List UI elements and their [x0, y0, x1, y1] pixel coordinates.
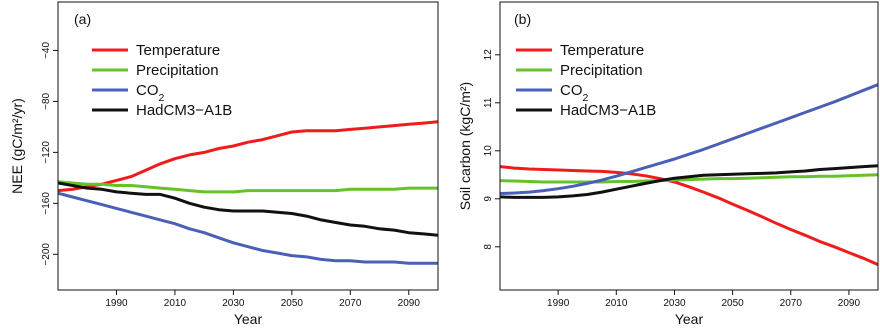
panel-label: (b): [514, 11, 531, 27]
x-tick-label: 2070: [339, 298, 362, 309]
y-tick-label: 10: [483, 145, 494, 157]
series-line-3: [58, 181, 438, 237]
legend-label: Precipitation: [136, 62, 219, 79]
legend-label: Temperature: [136, 42, 220, 59]
legend-label: HadCM3−A1B: [560, 102, 656, 119]
series-line-0: [500, 165, 878, 267]
series-group: [58, 120, 438, 265]
y-tick-label: −120: [41, 141, 52, 164]
series-line-1: [500, 173, 878, 184]
x-tick-label: 2050: [721, 298, 744, 309]
legend-label: CO2: [560, 82, 589, 104]
y-tick-label: 12: [483, 49, 494, 61]
x-tick-label: 1990: [105, 298, 128, 309]
x-tick-label: 2090: [398, 298, 421, 309]
x-tick-label: 2030: [663, 298, 686, 309]
x-tick-label: 2050: [281, 298, 304, 309]
chart-panel-a: 1990 2010 2030 2050 2070 2090 −200 −160 −120 −80 −…: [9, 1, 439, 327]
y-tick-label: 11: [483, 97, 494, 108]
plot-frame: [499, 1, 879, 291]
x-tick-label: 2010: [605, 298, 628, 309]
panel-label: (a): [74, 11, 91, 27]
y-tick-label: −80: [41, 92, 52, 109]
x-tick-label: 2030: [222, 298, 245, 309]
y-tick-label: 9: [483, 196, 494, 202]
y-tick-label: −40: [41, 42, 52, 59]
x-axis-title: Year: [675, 311, 704, 327]
x-tick-label: 2090: [838, 298, 861, 309]
x-tick-label: 1990: [547, 298, 570, 309]
legend-label: Temperature: [560, 42, 644, 59]
series-group: [500, 83, 878, 267]
y-tick-label: −200: [41, 243, 52, 266]
y-axis-title: Soil carbon (kgC/m²): [457, 82, 473, 210]
legend-label: CO2: [136, 82, 165, 104]
series-line-0: [58, 120, 438, 193]
legend-label: HadCM3−A1B: [136, 102, 232, 119]
y-axis-title: NEE (gC/m²/yr): [9, 98, 25, 194]
legend-label: Precipitation: [560, 62, 643, 79]
plot-frame: [57, 1, 439, 291]
series-line-3: [500, 164, 878, 199]
y-tick-label: −160: [41, 192, 52, 215]
chart-panel-b: 1990 2010 2030 2050 2070 2090 8 9 10 11 12 Year Soil…: [457, 1, 879, 327]
x-tick-label: 2010: [164, 298, 187, 309]
series-line-1: [58, 180, 438, 194]
x-tick-label: 2070: [780, 298, 803, 309]
y-tick-label: 8: [483, 244, 494, 250]
series-line-2: [500, 83, 878, 195]
series-line-2: [58, 191, 438, 265]
x-axis-title: Year: [234, 311, 263, 327]
